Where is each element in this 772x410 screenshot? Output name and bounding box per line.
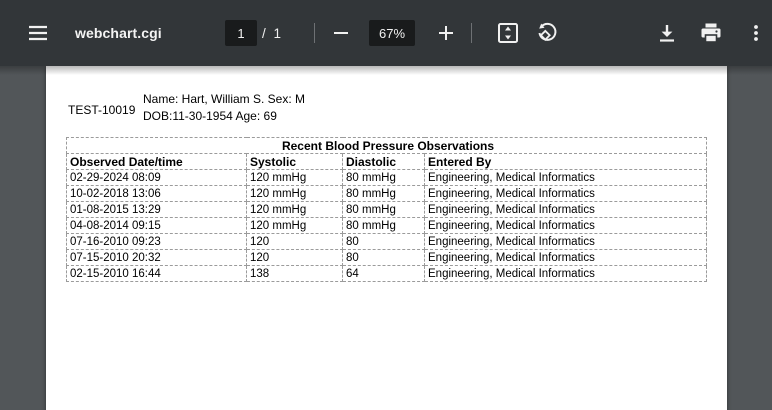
table-row: 07-15-2010 20:32 120 80 Engineering, Medica… (66, 249, 708, 266)
patient-dob-age: DOB:11-30-1954 Age: 69 (143, 109, 277, 123)
table-row: 10-02-2018 13:06 120 mmHg 80 mmHg Engineeri… (66, 185, 708, 202)
table-cell: 120 mmHg (246, 185, 343, 202)
hamburger-icon (28, 23, 48, 43)
table-cell: 120 mmHg (246, 169, 343, 186)
table-title: Recent Blood Pressure Observations (65, 137, 708, 154)
table-cell: Engineering, Medical Informatics (423, 249, 708, 266)
pdf-viewer-background: TEST-10019 Name: Hart, William S. Sex: M… (0, 66, 772, 410)
blood-pressure-table: Recent Blood Pressure Observations Obser… (65, 137, 708, 282)
print-button[interactable] (695, 17, 727, 49)
table-row: 02-15-2010 16:44 138 64 Engineering, Medica… (66, 265, 708, 282)
fit-to-page-button[interactable] (492, 17, 524, 49)
table-title-row: Recent Blood Pressure Observations (65, 137, 708, 154)
bp-table-body: 02-29-2024 08:09 120 mmHg 80 mmHg Engineeri… (66, 169, 708, 282)
table-cell: 120 (246, 233, 343, 250)
minus-icon (333, 25, 349, 41)
table-header-row: Observed Date/time Systolic Diastolic En… (66, 153, 708, 170)
table-cell: Engineering, Medical Informatics (423, 265, 708, 282)
table-cell: 80 mmHg (342, 185, 425, 202)
table-cell: Engineering, Medical Informatics (423, 233, 708, 250)
table-row: 07-16-2010 09:23 120 80 Engineering, Medica… (66, 233, 708, 250)
toolbar-divider (471, 23, 472, 43)
col-header-observed: Observed Date/time (66, 153, 247, 170)
table-row: 01-08-2015 13:29 120 mmHg 80 mmHg Engineeri… (66, 201, 708, 218)
table-cell: Engineering, Medical Informatics (423, 185, 708, 202)
patient-info: Name: Hart, William S. Sex: M DOB:11-30-… (143, 91, 305, 125)
table-cell: 80 mmHg (342, 169, 425, 186)
table-cell: 64 (342, 265, 425, 282)
page-number-input[interactable] (225, 20, 257, 46)
table-cell: Engineering, Medical Informatics (423, 217, 708, 234)
plus-icon (438, 25, 454, 41)
download-icon (657, 23, 677, 43)
table-cell: 07-15-2010 20:32 (66, 249, 247, 266)
table-cell: 10-02-2018 13:06 (66, 185, 247, 202)
table-cell: 04-08-2014 09:15 (66, 217, 247, 234)
table-row: 04-08-2014 09:15 120 mmHg 80 mmHg Engineeri… (66, 217, 708, 234)
menu-button[interactable] (22, 17, 54, 49)
table-cell: 80 mmHg (342, 217, 425, 234)
table-cell: 80 mmHg (342, 201, 425, 218)
fit-page-icon (497, 22, 519, 44)
zoom-level-input[interactable] (369, 20, 415, 46)
table-cell: 02-29-2024 08:09 (66, 169, 247, 186)
table-cell: 02-15-2010 16:44 (66, 265, 247, 282)
col-header-systolic: Systolic (246, 153, 343, 170)
table-cell: 120 mmHg (246, 201, 343, 218)
print-icon (700, 22, 722, 44)
pdf-page: TEST-10019 Name: Hart, William S. Sex: M… (46, 66, 727, 410)
table-cell: 01-08-2015 13:29 (66, 201, 247, 218)
rotate-icon (535, 21, 559, 45)
page-count-label: / 1 (262, 25, 284, 41)
zoom-in-button[interactable] (430, 17, 462, 49)
table-cell: 138 (246, 265, 343, 282)
rotate-button[interactable] (531, 17, 563, 49)
patient-name-sex: Name: Hart, William S. Sex: M (143, 92, 306, 106)
col-header-diastolic: Diastolic (342, 153, 425, 170)
table-cell: 07-16-2010 09:23 (66, 233, 247, 250)
table-cell: 80 (342, 233, 425, 250)
table-cell: Engineering, Medical Informatics (423, 201, 708, 218)
patient-id: TEST-10019 (68, 103, 136, 117)
table-cell: 80 (342, 249, 425, 266)
document-title: webchart.cgi (75, 25, 162, 41)
download-button[interactable] (651, 17, 683, 49)
vertical-ellipsis-icon (747, 24, 765, 42)
table-row: 02-29-2024 08:09 120 mmHg 80 mmHg Engineeri… (66, 169, 708, 186)
col-header-entered-by: Entered By (423, 153, 708, 170)
toolbar-divider (314, 23, 315, 43)
zoom-out-button[interactable] (325, 17, 357, 49)
pdf-toolbar: webchart.cgi / 1 (0, 0, 772, 66)
table-cell: 120 (246, 249, 343, 266)
table-cell: Engineering, Medical Informatics (423, 169, 708, 186)
table-cell: 120 mmHg (246, 217, 343, 234)
more-options-button[interactable] (740, 17, 772, 49)
